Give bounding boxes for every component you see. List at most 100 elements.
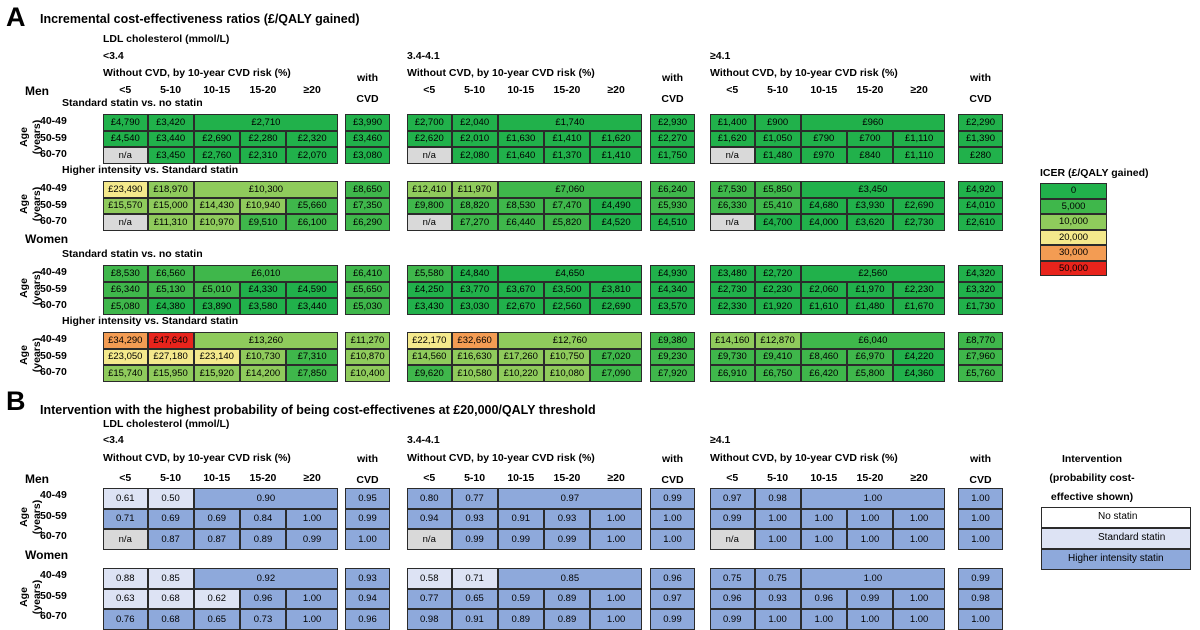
a-b1-cell: £15,000 bbox=[147, 197, 194, 214]
a-risk-col-1-4: ≥20 bbox=[607, 84, 625, 96]
b-b0-cell: 0.89 bbox=[239, 529, 287, 550]
b-b1-cell: 0.98 bbox=[407, 609, 452, 630]
a-b0-cell-cvd: £280 bbox=[958, 147, 1003, 164]
a-b2-cell: £4,250 bbox=[407, 281, 452, 298]
b-b0-cell: 1.00 bbox=[893, 529, 946, 550]
a-risk-col-2-0: <5 bbox=[726, 84, 739, 96]
a-b2-cell: £2,560 bbox=[800, 265, 946, 282]
b-b0-cell-cvd: 1.00 bbox=[650, 529, 695, 550]
a-b2-cell: £3,770 bbox=[451, 281, 498, 298]
b-risk-col-2-1: 5-10 bbox=[767, 472, 789, 484]
a-b3-cell: £4,360 bbox=[893, 365, 946, 382]
b-b0-cell: 0.87 bbox=[147, 529, 194, 550]
b-b0-cell: 0.93 bbox=[543, 508, 591, 529]
a-b2-cell: £3,030 bbox=[451, 298, 498, 315]
b-with-cvd2-0: CVD bbox=[356, 474, 379, 486]
a-b1-cell: £3,620 bbox=[846, 214, 894, 231]
b-b0-cell: 0.90 bbox=[193, 488, 339, 509]
a-b1-cell-cvd: £7,350 bbox=[345, 197, 390, 214]
a-b3-cell: £7,310 bbox=[286, 348, 339, 365]
a-b2-cell-cvd: £5,650 bbox=[345, 281, 390, 298]
a-risk-col-0-2: 10-15 bbox=[203, 84, 231, 96]
a-b0-cell: £900 bbox=[754, 114, 801, 131]
panel-a-title: Incremental cost-effectiveness ratios (£… bbox=[40, 12, 360, 26]
b-b1-cell: 0.59 bbox=[497, 588, 544, 609]
a-b1-cell: £18,970 bbox=[147, 181, 194, 198]
a-b3-cell: £6,970 bbox=[846, 348, 894, 365]
a-b1-age-1: 50-59 bbox=[40, 198, 67, 211]
a-b3-cell: £16,630 bbox=[451, 348, 498, 365]
b-b0-cell: 1.00 bbox=[800, 529, 847, 550]
b-b0-cell-cvd: 1.00 bbox=[650, 508, 695, 529]
b-sex-label-1: Women bbox=[25, 548, 69, 562]
a-b3-cell-cvd: £11,270 bbox=[345, 332, 390, 349]
a-b2-cell: £2,670 bbox=[497, 298, 544, 315]
a-sex-label-2: Women bbox=[25, 232, 69, 246]
b-b0-cell: 0.61 bbox=[103, 488, 148, 509]
b-with-cvd2-2: CVD bbox=[969, 474, 992, 486]
a-with-cvd-1: with bbox=[662, 72, 683, 84]
a-b0-cell: £2,710 bbox=[193, 114, 339, 131]
a-ldl-label: LDL cholesterol (mmol/L) bbox=[103, 33, 230, 45]
a-b2-cell: £6,560 bbox=[147, 265, 194, 282]
b-b0-cell: 0.99 bbox=[543, 529, 591, 550]
a-b2-age-0: 40-49 bbox=[40, 266, 67, 278]
a-b2-cell-cvd: £4,320 bbox=[958, 265, 1003, 282]
a-b0-cell: £1,640 bbox=[497, 147, 544, 164]
b-risk-col-0-2: 10-15 bbox=[203, 472, 231, 484]
b-b1-cell: 0.85 bbox=[497, 568, 643, 589]
a-b0-cell: £790 bbox=[800, 130, 847, 147]
a-b3-cell: £27,180 bbox=[147, 348, 194, 365]
b-b0-age-label-2: (years) bbox=[31, 499, 43, 534]
b-b1-cell: 0.58 bbox=[407, 568, 452, 589]
a-b2-cell: £2,230 bbox=[754, 281, 801, 298]
b-b1-cell-cvd: 0.96 bbox=[345, 609, 390, 630]
b-b1-age-label-2: (years) bbox=[31, 579, 43, 614]
b-b0-cell-cvd: 1.00 bbox=[345, 529, 390, 550]
a-b2-cell: £4,380 bbox=[147, 298, 194, 315]
b-b1-age-label-1: Age bbox=[18, 586, 30, 607]
a-b3-cell: £9,730 bbox=[710, 348, 755, 365]
b-b0-cell: 0.91 bbox=[497, 508, 544, 529]
a-b3-cell: £12,870 bbox=[754, 332, 801, 349]
a-b0-age-label-2: (years) bbox=[31, 119, 43, 154]
a-with-cvd2-1: CVD bbox=[661, 93, 684, 105]
a-b2-age-label-2: (years) bbox=[31, 270, 43, 305]
b-b1-cell: 1.00 bbox=[590, 588, 643, 609]
a-b0-cell: £2,080 bbox=[451, 147, 498, 164]
a-b0-cell: £970 bbox=[800, 147, 847, 164]
a-b2-cell: £5,010 bbox=[193, 281, 240, 298]
b-b0-cell-cvd: 0.99 bbox=[345, 508, 390, 529]
a-b1-cell: n/a bbox=[103, 214, 148, 231]
a-b3-cell-cvd: £9,380 bbox=[650, 332, 695, 349]
a-b1-age-2: 60-70 bbox=[40, 215, 67, 227]
b-b0-cell: 0.84 bbox=[239, 508, 287, 529]
a-b0-age-2: 60-70 bbox=[40, 148, 67, 160]
b-b0-cell-cvd: 0.95 bbox=[345, 488, 390, 509]
b-b0-cell: 0.99 bbox=[710, 508, 755, 529]
a-b0-cell: £1,620 bbox=[590, 130, 643, 147]
b-risk-col-0-3: 15-20 bbox=[249, 472, 277, 484]
b-b0-cell: 0.71 bbox=[103, 508, 148, 529]
b-b1-cell: 0.99 bbox=[710, 609, 755, 630]
a-b2-cell: £2,730 bbox=[710, 281, 755, 298]
a-b3-cell: £14,160 bbox=[710, 332, 755, 349]
a-b0-cell: £700 bbox=[846, 130, 894, 147]
a-b2-cell: £3,440 bbox=[286, 298, 339, 315]
a-b3-cell: £32,660 bbox=[451, 332, 498, 349]
a-b2-cell: £3,480 bbox=[710, 265, 755, 282]
a-b2-cell-cvd: £4,340 bbox=[650, 281, 695, 298]
b-legend-title-0: Intervention bbox=[1061, 453, 1123, 465]
a-b1-cell: £10,300 bbox=[193, 181, 339, 198]
a-b0-cell: £2,070 bbox=[286, 147, 339, 164]
a-b2-cell: £2,060 bbox=[800, 281, 847, 298]
a-b2-cell: £4,330 bbox=[239, 281, 287, 298]
a-b0-cell: £1,620 bbox=[710, 130, 755, 147]
a-b3-cell: £5,800 bbox=[846, 365, 894, 382]
a-with-cvd2-2: CVD bbox=[969, 93, 992, 105]
b-b0-cell: 0.87 bbox=[193, 529, 240, 550]
a-b3-cell-cvd: £5,760 bbox=[958, 365, 1003, 382]
panel-a-letter: A bbox=[6, 2, 26, 32]
b-b1-cell-cvd: 0.96 bbox=[650, 568, 695, 589]
b-b1-cell: 0.96 bbox=[800, 588, 847, 609]
